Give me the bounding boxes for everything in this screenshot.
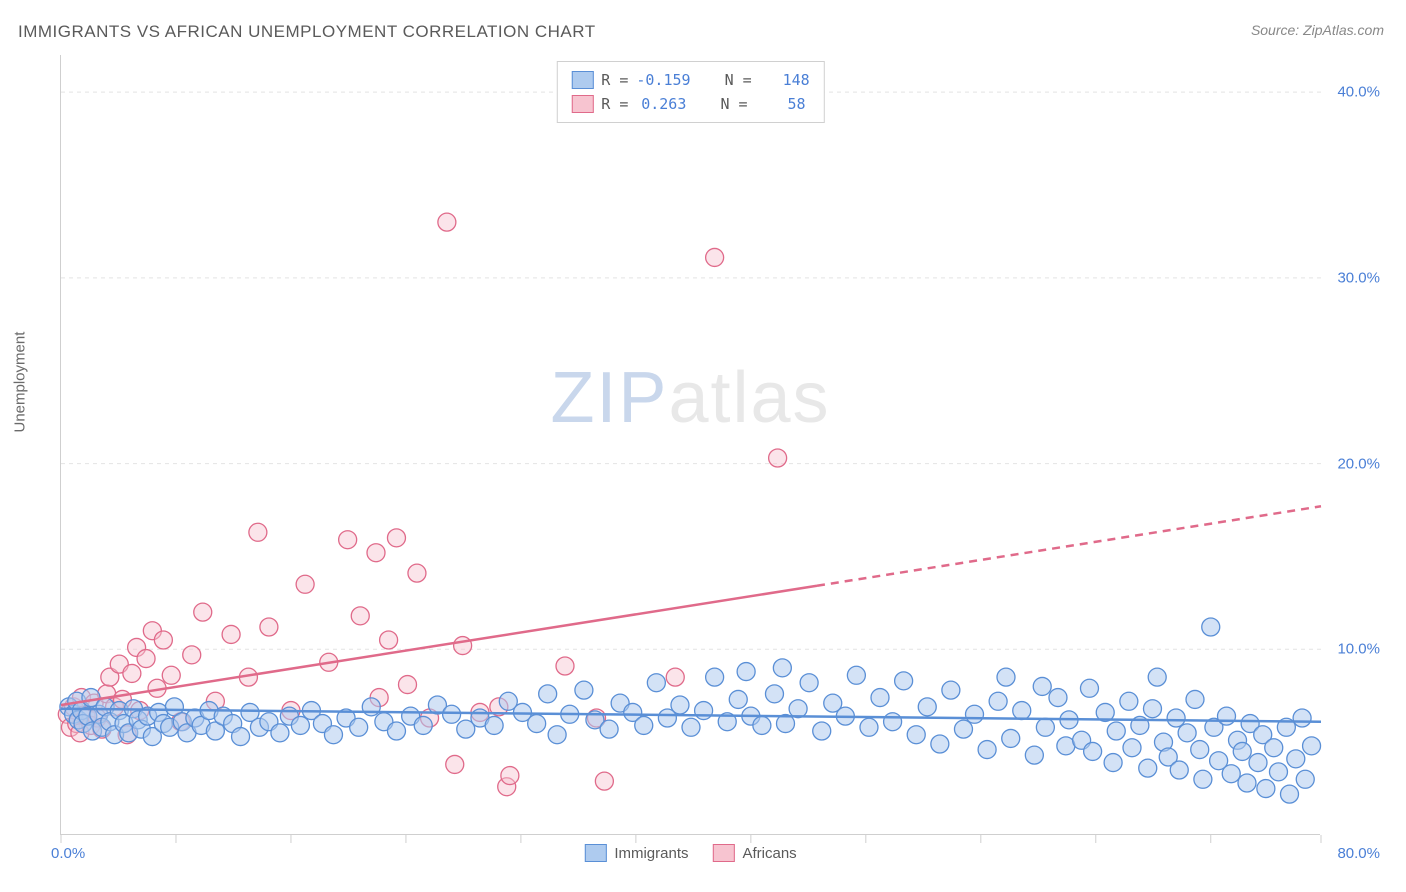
r-value-immigrants: -0.159: [636, 68, 690, 92]
source-attribution: Source: ZipAtlas.com: [1251, 22, 1384, 38]
source-label: Source:: [1251, 22, 1299, 38]
chart-area: Unemployment ZIPatlas R = -0.159 N = 148…: [30, 55, 1386, 872]
legend-row-africans: R = 0.263 N = 58: [571, 92, 809, 116]
r-value-africans: 0.263: [636, 92, 686, 116]
legend-swatch-icon: [584, 844, 606, 862]
legend-item-africans: Africans: [713, 844, 797, 862]
legend-swatch-africans: [571, 95, 593, 113]
y-tick-label: 40.0%: [1337, 84, 1380, 101]
legend-row-immigrants: R = -0.159 N = 148: [571, 68, 809, 92]
legend-swatch-icon: [713, 844, 735, 862]
chart-container: IMMIGRANTS VS AFRICAN UNEMPLOYMENT CORRE…: [0, 0, 1406, 892]
legend-swatch-immigrants: [571, 71, 593, 89]
y-axis-label: Unemployment: [12, 331, 29, 432]
plot-region: ZIPatlas R = -0.159 N = 148 R = 0.263: [60, 55, 1320, 835]
plot-svg: [61, 55, 1321, 835]
source-value: ZipAtlas.com: [1303, 22, 1384, 38]
n-value-immigrants: 148: [760, 68, 810, 92]
correlation-legend: R = -0.159 N = 148 R = 0.263 N = 58: [556, 61, 824, 123]
n-label: N =: [720, 92, 747, 116]
n-value-africans: 58: [756, 92, 806, 116]
y-tick-label: 20.0%: [1337, 455, 1380, 472]
chart-title: IMMIGRANTS VS AFRICAN UNEMPLOYMENT CORRE…: [18, 22, 596, 42]
legend-item-immigrants: Immigrants: [584, 844, 688, 862]
r-label: R =: [601, 92, 628, 116]
x-axis-max-label: 80.0%: [1337, 845, 1380, 862]
x-axis-min-label: 0.0%: [51, 845, 85, 862]
r-label: R =: [601, 68, 628, 92]
n-label: N =: [725, 68, 752, 92]
y-tick-label: 30.0%: [1337, 269, 1380, 286]
legend-label-africans: Africans: [743, 845, 797, 862]
series-legend: Immigrants Africans: [584, 844, 796, 862]
legend-label-immigrants: Immigrants: [614, 845, 688, 862]
y-tick-label: 10.0%: [1337, 641, 1380, 658]
